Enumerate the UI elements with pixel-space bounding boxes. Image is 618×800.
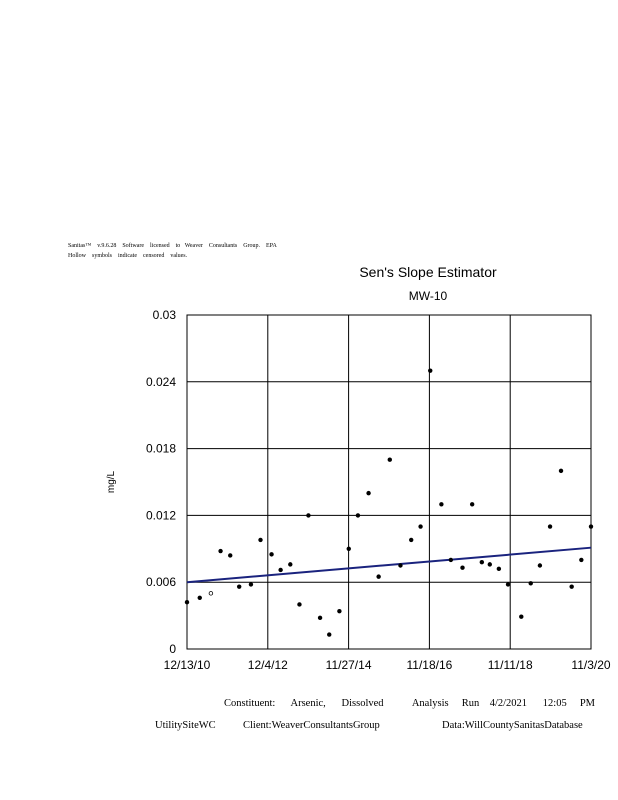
footer-site: UtilitySiteWC bbox=[155, 720, 216, 731]
data-points bbox=[184, 368, 594, 637]
y-axis-label: mg/L bbox=[106, 470, 117, 493]
footer-data: Data:WillCountySanitasDatabase bbox=[442, 720, 583, 731]
data-point bbox=[317, 615, 323, 621]
data-point bbox=[448, 557, 454, 563]
data-point bbox=[197, 595, 202, 600]
chart-title: Sen's Slope Estimator bbox=[359, 264, 497, 280]
data-point bbox=[278, 567, 283, 573]
data-point bbox=[184, 600, 190, 605]
data-point bbox=[306, 513, 311, 518]
data-point bbox=[228, 553, 233, 558]
y-tick-label: 0.006 bbox=[146, 575, 176, 589]
x-tick-label: 11/3/20 bbox=[571, 658, 610, 672]
censored-point bbox=[208, 591, 214, 596]
data-point bbox=[460, 565, 465, 570]
data-point bbox=[479, 559, 485, 565]
data-point bbox=[439, 502, 444, 507]
x-tick-label: 12/4/12 bbox=[248, 658, 288, 672]
data-point bbox=[537, 563, 543, 568]
data-point bbox=[487, 562, 493, 567]
trend-layer bbox=[186, 546, 592, 584]
data-point bbox=[569, 584, 574, 589]
data-point bbox=[387, 457, 392, 462]
data-point bbox=[355, 513, 361, 518]
data-point bbox=[346, 546, 351, 551]
footer-constituent: Constituent: Arsenic, Dissolved Analysis… bbox=[224, 698, 596, 709]
censored-note: Hollow symbols indicate censored values. bbox=[68, 253, 188, 259]
data-point bbox=[398, 563, 403, 568]
y-tick-label: 0.024 bbox=[146, 375, 176, 389]
trend-line bbox=[186, 546, 592, 584]
x-tick-label: 11/18/16 bbox=[406, 658, 452, 672]
data-point bbox=[469, 502, 475, 507]
data-point bbox=[409, 537, 414, 543]
data-point bbox=[248, 582, 254, 587]
data-point bbox=[218, 548, 223, 554]
data-point bbox=[496, 566, 502, 572]
y-tick-label: 0.012 bbox=[146, 508, 176, 522]
data-point bbox=[288, 562, 293, 567]
data-point bbox=[327, 632, 332, 637]
x-tick-label: 12/13/10 bbox=[164, 658, 211, 672]
data-point bbox=[418, 524, 423, 529]
data-point bbox=[236, 584, 242, 589]
x-tick-label: 11/27/14 bbox=[326, 658, 372, 672]
x-axis-ticks: 12/13/10 12/4/12 11/27/14 11/18/16 11/11/18 1… bbox=[164, 658, 611, 672]
y-axis-ticks: 0 0.006 0.012 0.018 0.024 0.03 bbox=[146, 308, 176, 656]
data-point bbox=[366, 490, 371, 496]
data-point bbox=[558, 468, 564, 474]
data-point bbox=[269, 552, 274, 557]
grid bbox=[187, 315, 591, 649]
data-point bbox=[547, 524, 553, 529]
x-tick-label: 11/11/18 bbox=[488, 658, 533, 672]
chart-subtitle: MW-10 bbox=[408, 289, 448, 303]
data-point bbox=[258, 537, 263, 543]
data-point bbox=[297, 602, 302, 607]
y-tick-label: 0.03 bbox=[153, 308, 177, 322]
license-line: Sanitas™ v.9.6.28 Software licensed to W… bbox=[68, 243, 277, 249]
plot-area bbox=[186, 314, 592, 650]
data-point bbox=[337, 608, 342, 614]
footer-client: Client:WeaverConsultantsGroup bbox=[243, 720, 380, 731]
data-point bbox=[505, 582, 511, 587]
y-tick-label: 0 bbox=[169, 642, 176, 656]
data-point bbox=[519, 614, 524, 619]
data-point bbox=[528, 581, 533, 586]
data-point bbox=[376, 574, 381, 579]
data-point bbox=[588, 524, 594, 529]
data-point bbox=[579, 557, 584, 563]
data-point bbox=[428, 368, 433, 373]
y-tick-label: 0.018 bbox=[146, 442, 176, 456]
